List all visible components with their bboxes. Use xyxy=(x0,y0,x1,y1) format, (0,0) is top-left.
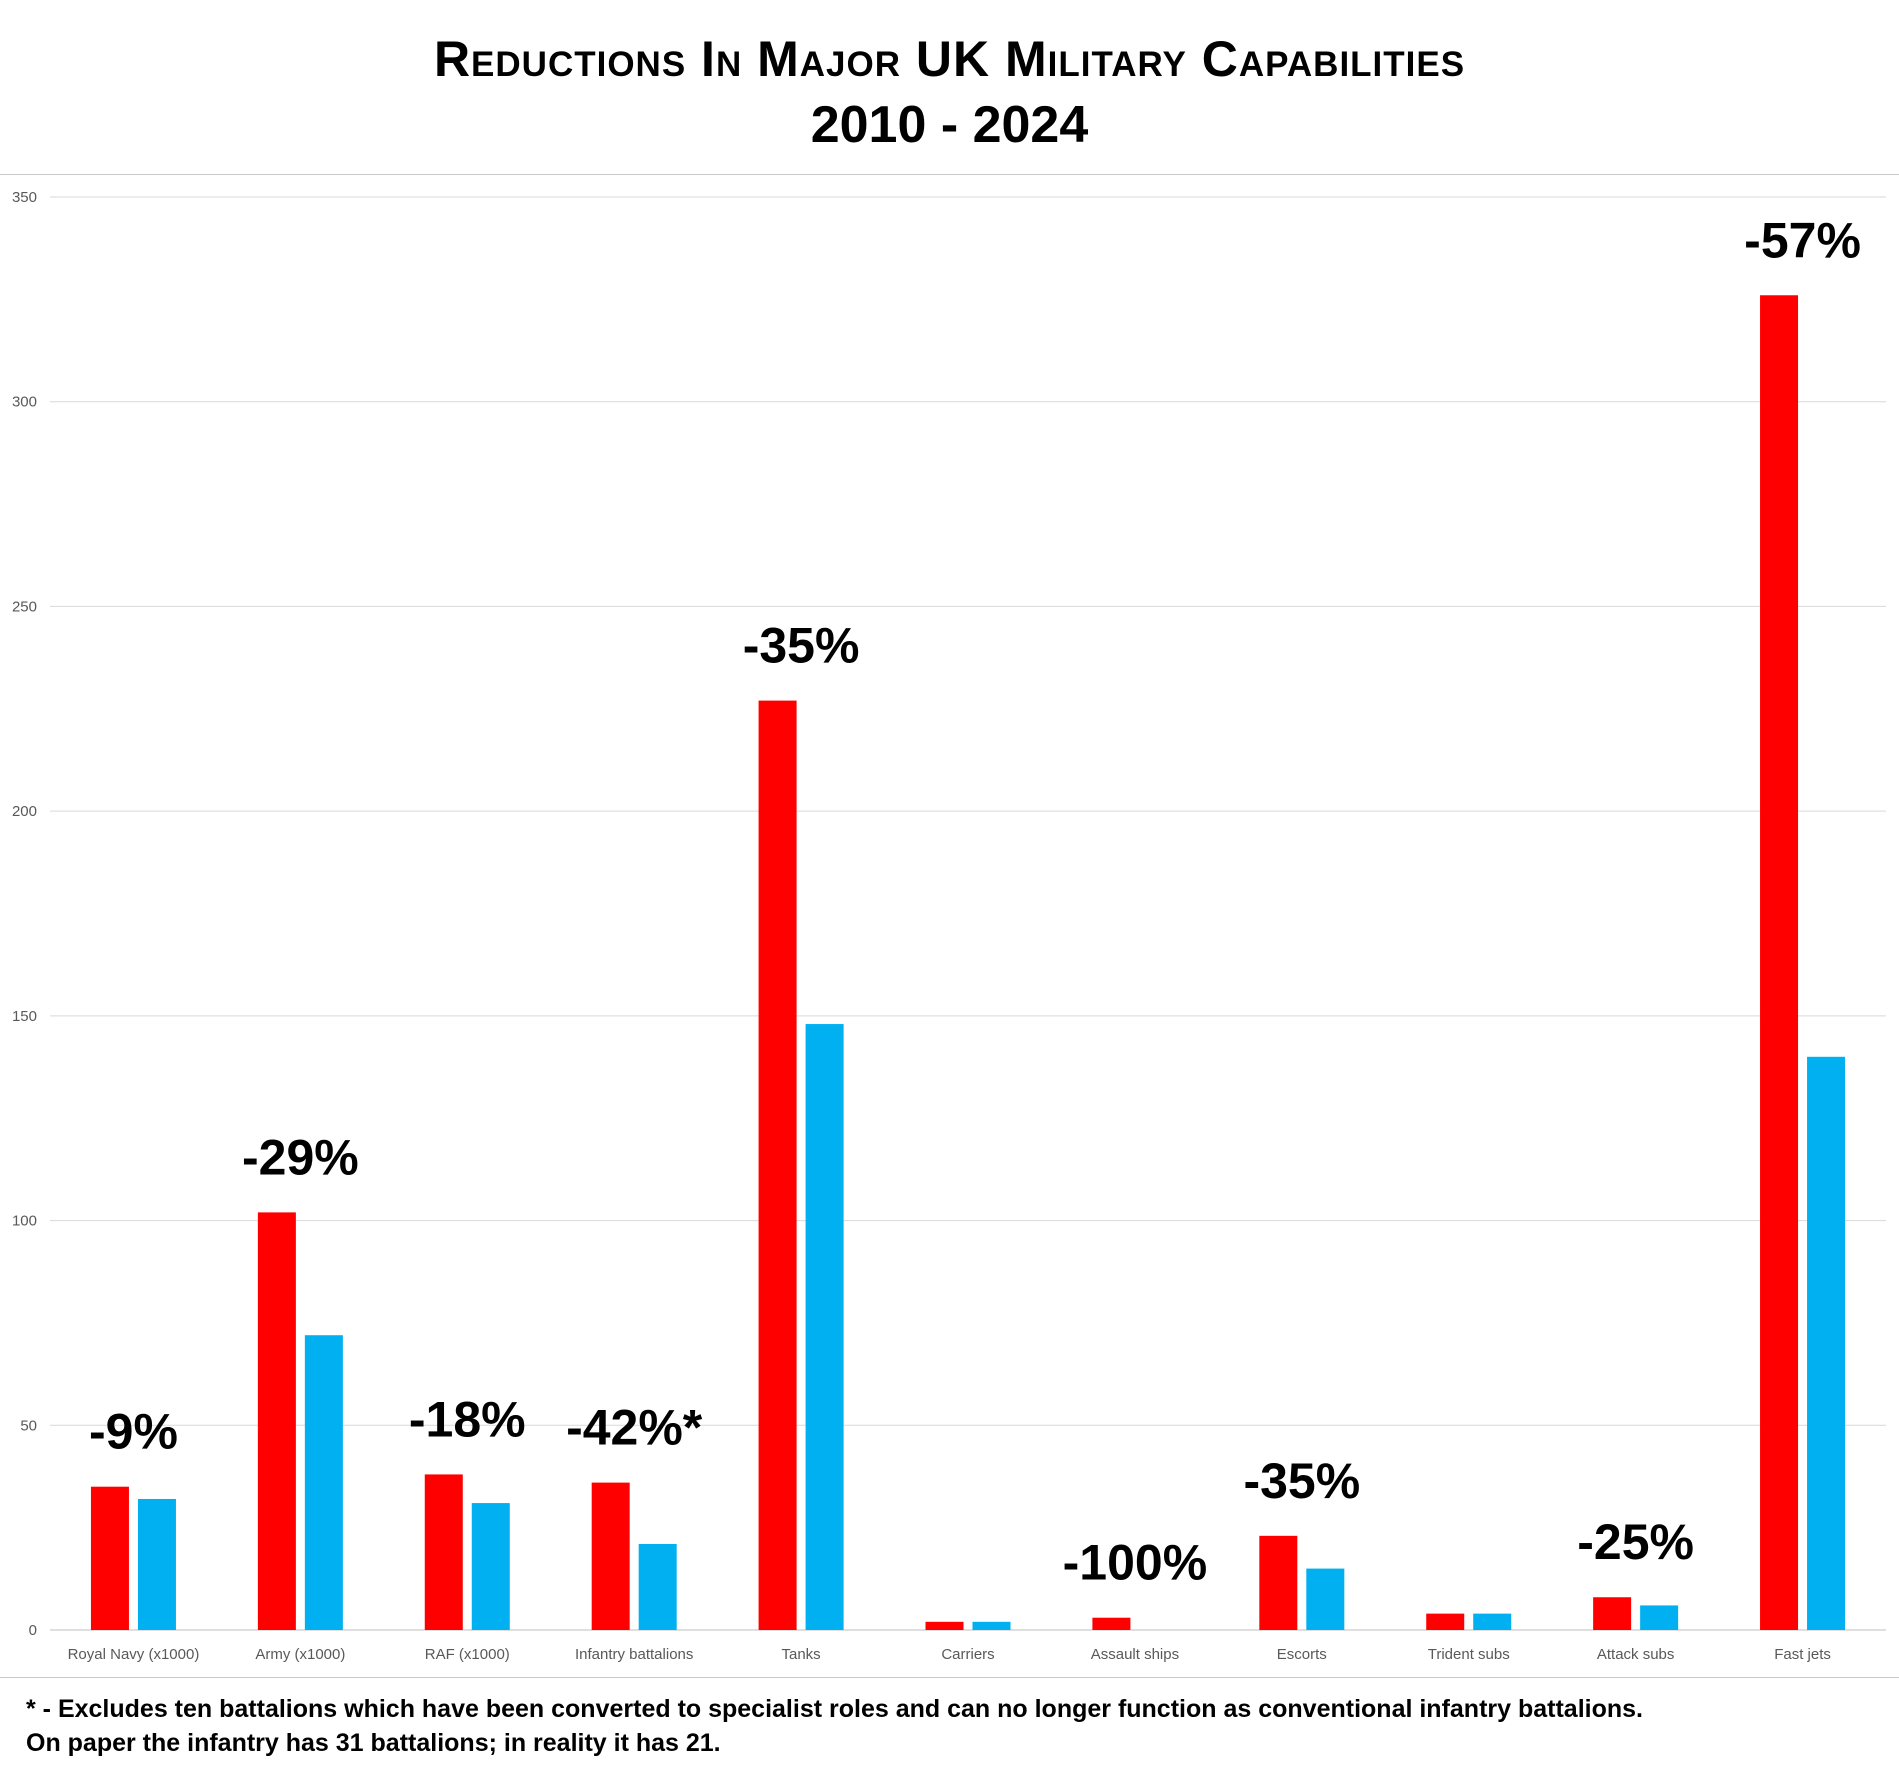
chart-title: Reductions In Major UK Military Capabili… xyxy=(0,28,1899,158)
bar-blue xyxy=(638,1544,677,1630)
percent-change-label: -18% xyxy=(409,1391,526,1447)
x-tick-label: Assault ships xyxy=(1091,1646,1179,1663)
footnote: * - Excludes ten battalions which have b… xyxy=(26,1695,1643,1757)
x-tick-label: Escorts xyxy=(1277,1646,1327,1663)
bar-blue xyxy=(1807,1056,1846,1630)
bar-red xyxy=(1092,1617,1131,1630)
percent-change-label: -35% xyxy=(743,618,860,674)
percent-change-label: -25% xyxy=(1577,1514,1694,1570)
bar-red xyxy=(1760,295,1799,1631)
bar-red xyxy=(925,1621,964,1630)
x-tick-label: Tanks xyxy=(781,1646,820,1663)
y-tick-label: 350 xyxy=(12,189,37,206)
x-tick-label: Fast jets xyxy=(1774,1646,1831,1663)
x-tick-label: RAF (x1000) xyxy=(425,1646,510,1663)
bar-chart: 0 50 100 150 200 250 300 350 Royal Navy (x1000) -… xyxy=(12,189,1886,1663)
percent-change-label: -100% xyxy=(1063,1535,1208,1591)
y-tick-label: 300 xyxy=(12,394,37,411)
y-tick-label: 150 xyxy=(12,1008,37,1025)
bar-blue xyxy=(471,1503,510,1630)
x-tick-label: Infantry battalions xyxy=(575,1646,693,1663)
chart-title-line2: 2010 - 2024 xyxy=(810,95,1089,154)
bar-blue xyxy=(1473,1613,1512,1630)
bar-blue xyxy=(304,1335,343,1630)
bar-red xyxy=(90,1486,129,1630)
bar-blue xyxy=(1306,1568,1345,1630)
bar-blue xyxy=(137,1498,176,1630)
chart-title-line1: Reductions In Major UK Military Capabili… xyxy=(433,31,1466,87)
bar-red xyxy=(257,1212,296,1630)
y-tick-label: 100 xyxy=(12,1213,37,1230)
percent-change-label: -9% xyxy=(89,1404,178,1460)
bar-red xyxy=(758,700,797,1630)
percent-change-label: -35% xyxy=(1243,1453,1360,1509)
bar-red xyxy=(1593,1597,1632,1630)
y-tick-label: 200 xyxy=(12,803,37,820)
percent-change-label: -42%* xyxy=(566,1400,703,1456)
percent-change-label: -57% xyxy=(1744,212,1861,268)
x-tick-label: Carriers xyxy=(941,1646,994,1663)
bar-red xyxy=(591,1482,630,1630)
bottom-divider xyxy=(0,1677,1899,1678)
bar-red xyxy=(424,1474,463,1630)
y-tick-label: 250 xyxy=(12,598,37,615)
x-tick-label: Attack subs xyxy=(1597,1646,1675,1663)
x-tick-label: Trident subs xyxy=(1428,1646,1510,1663)
bar-blue xyxy=(805,1024,844,1630)
percent-change-label: -29% xyxy=(242,1129,359,1185)
y-tick-label: 50 xyxy=(20,1417,37,1434)
x-tick-label: Army (x1000) xyxy=(255,1646,345,1663)
bar-blue xyxy=(1640,1605,1679,1630)
x-tick-label: Royal Navy (x1000) xyxy=(68,1646,200,1663)
y-tick-label: 0 xyxy=(29,1622,37,1639)
bar-red xyxy=(1426,1613,1465,1630)
top-divider xyxy=(0,174,1899,175)
bar-red xyxy=(1259,1535,1298,1630)
bar-blue xyxy=(972,1621,1011,1630)
